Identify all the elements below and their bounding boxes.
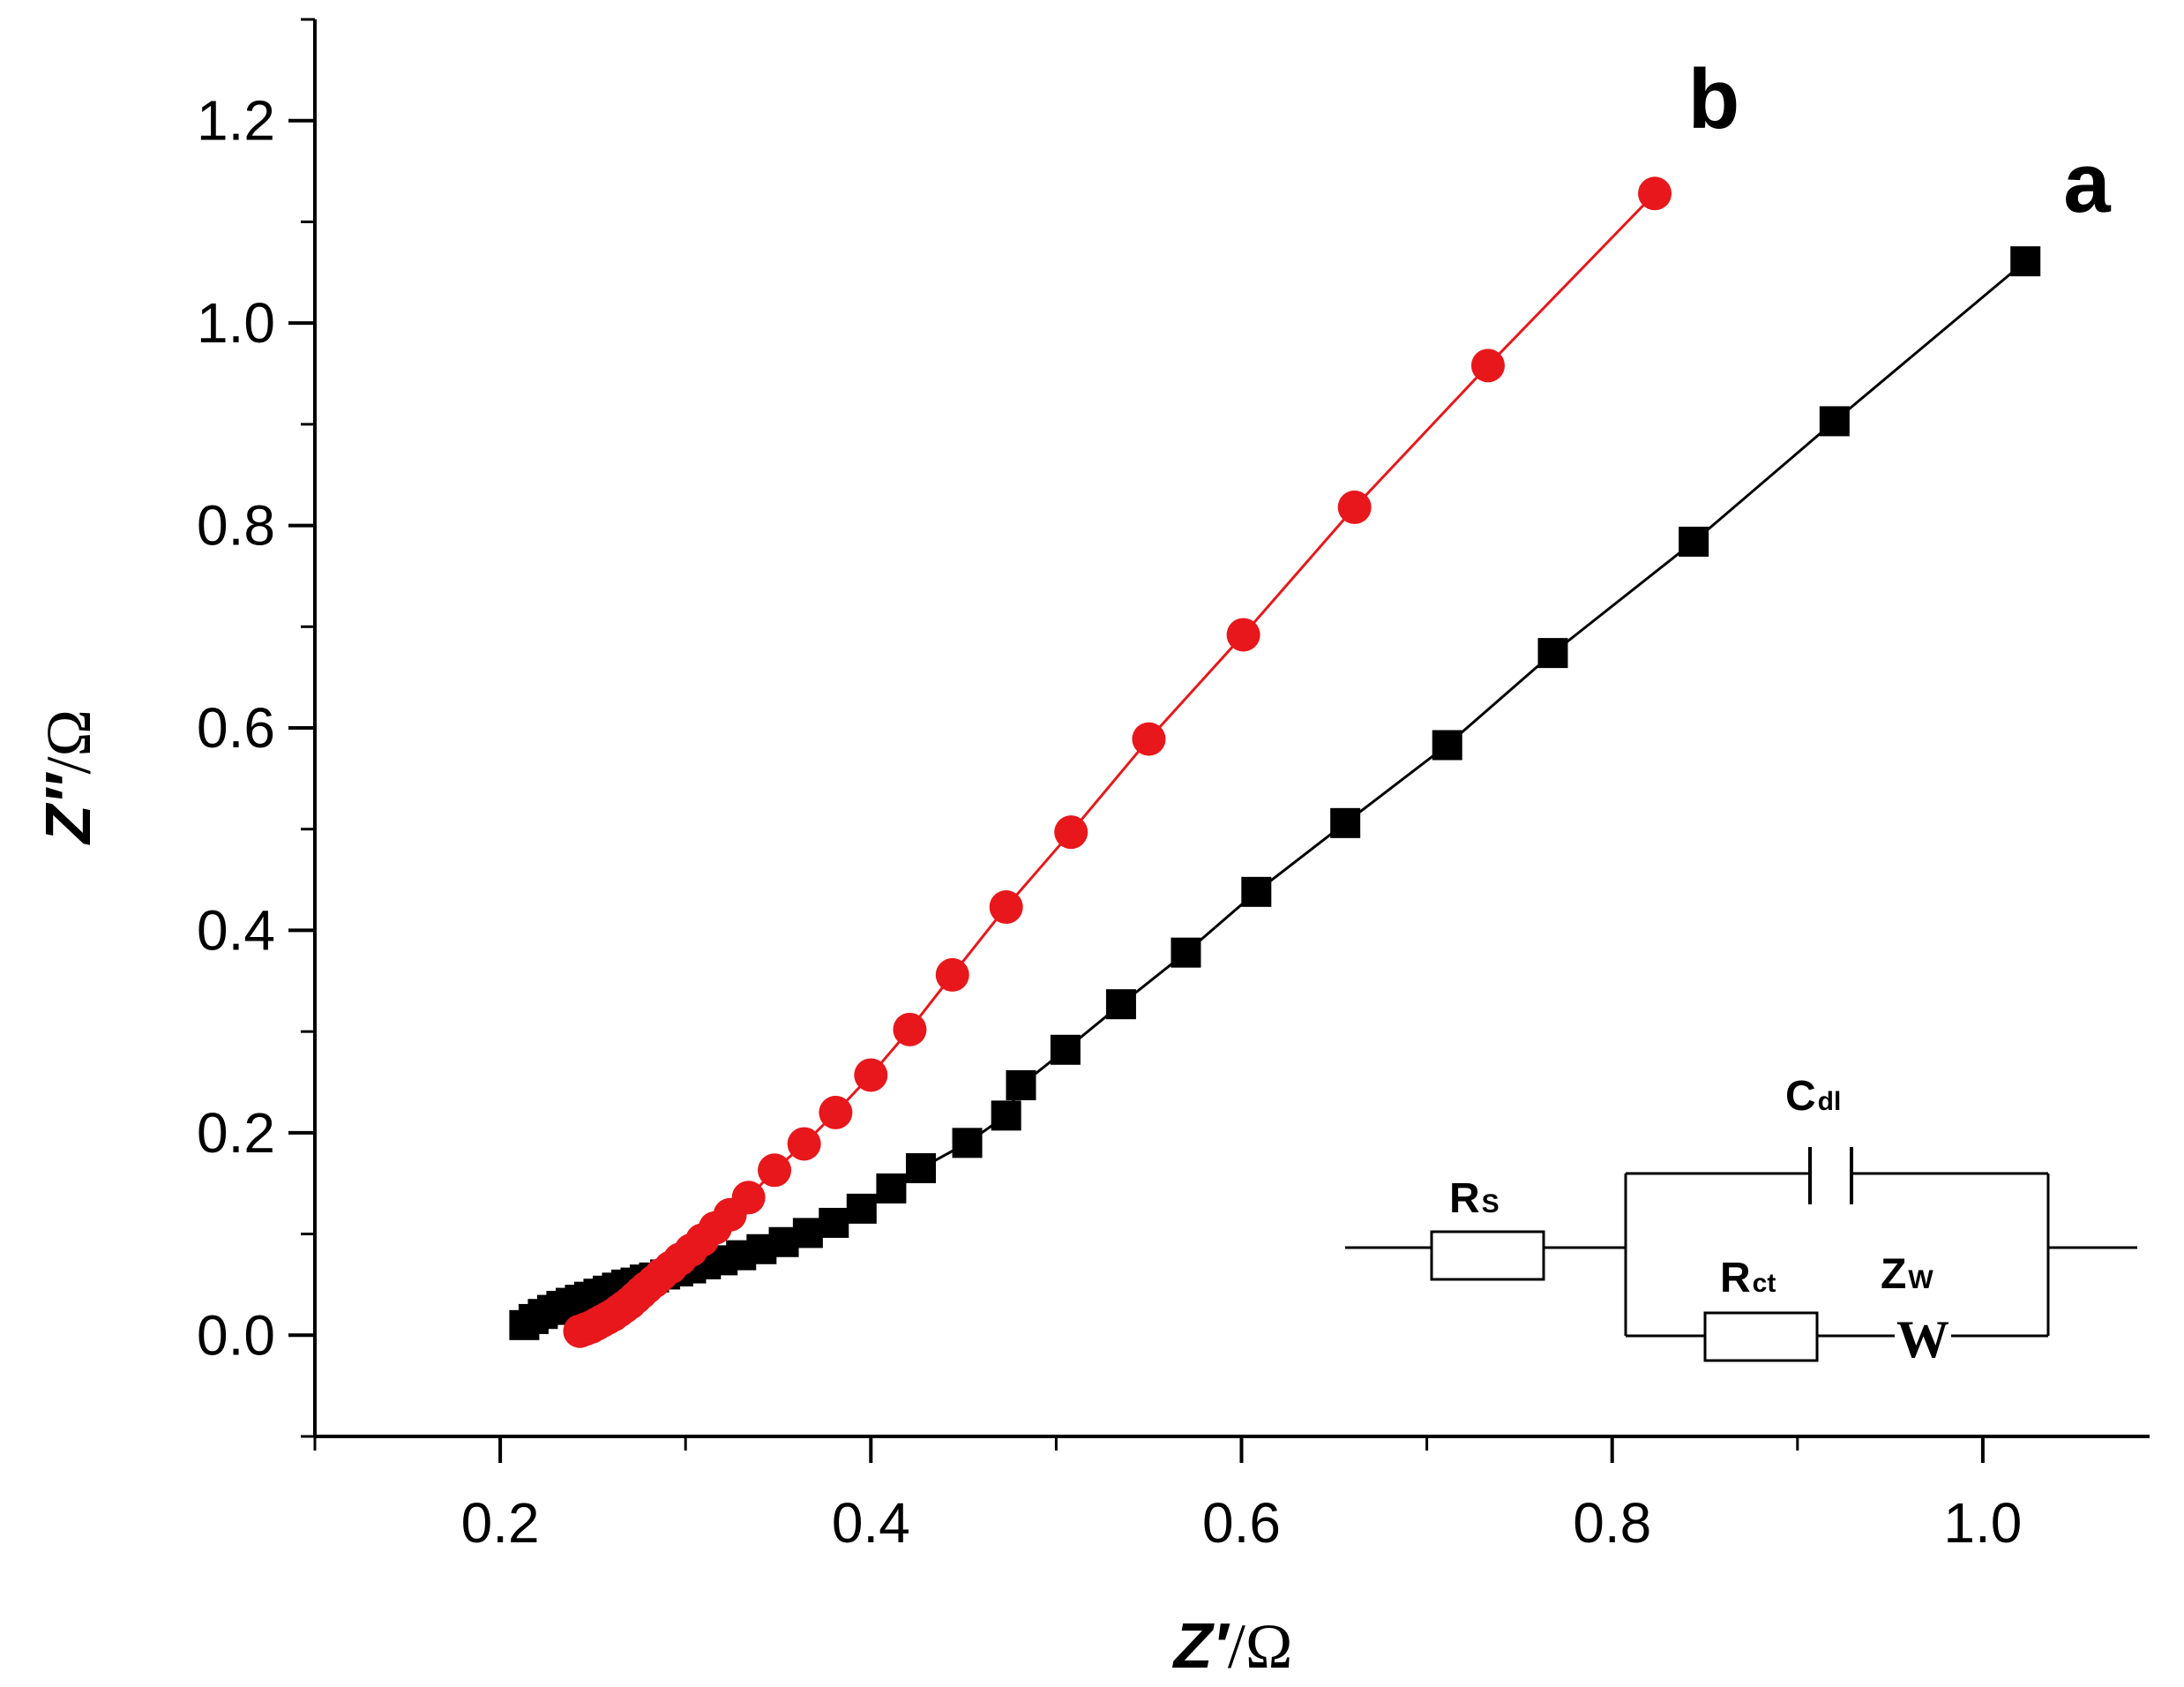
- series-a-point: [1432, 730, 1462, 761]
- series-a-point: [1330, 807, 1361, 838]
- y-tick-label: 0.6: [197, 696, 275, 760]
- cdl-label: Cdl: [1785, 1073, 1841, 1120]
- series-a-point: [1006, 1069, 1036, 1100]
- rs-label: RS: [1449, 1175, 1500, 1222]
- series-markers: [509, 176, 2041, 1348]
- ticks: [288, 18, 1985, 1463]
- series-b-point: [1638, 176, 1672, 211]
- series-a-point: [991, 1100, 1021, 1131]
- y-axis-unit: /Ω: [34, 709, 104, 775]
- series-a-point: [1050, 1034, 1081, 1065]
- y-axis-title: Z″/Ω: [34, 709, 104, 845]
- series-b-point: [989, 890, 1023, 925]
- series-b-point: [1337, 490, 1372, 524]
- tick-labels: 0.2 0.4 0.6 0.8 1.0 0.0 0.2 0.4 0.6 0.8 1.0 1.2: [197, 89, 2022, 1555]
- rs-resistor: [1430, 1230, 1545, 1281]
- rct-label: Rct: [1720, 1255, 1776, 1301]
- series-a-point: [906, 1153, 937, 1184]
- series-b-point: [893, 1012, 927, 1046]
- series-a-point: [846, 1193, 877, 1224]
- x-axis-label: Z′: [1172, 1611, 1230, 1682]
- series-b-point: [854, 1058, 888, 1092]
- y-tick-label: 0.4: [197, 898, 275, 962]
- series-b-point: [1226, 618, 1260, 652]
- y-tick-label: 0.8: [197, 494, 275, 558]
- series-a-point: [792, 1218, 823, 1248]
- equivalent-circuit-inset: [1345, 1147, 2137, 1362]
- series-a-point: [952, 1128, 983, 1158]
- axes: [313, 19, 2150, 1438]
- x-tick-label: 0.6: [1202, 1491, 1281, 1555]
- series-b-label: b: [1688, 52, 1740, 146]
- series-a-point: [1241, 876, 1272, 907]
- y-axis-label: Z″: [34, 771, 104, 845]
- x-tick-label: 0.8: [1573, 1491, 1651, 1555]
- x-axis-unit: /Ω: [1228, 1611, 1293, 1682]
- zw-label: ZW: [1881, 1251, 1933, 1298]
- series-a-point: [819, 1207, 849, 1238]
- series-b-point: [1132, 722, 1166, 756]
- series-a-label: a: [2063, 136, 2111, 230]
- x-tick-label: 1.0: [1943, 1491, 2022, 1555]
- warburg-element: W: [1896, 1310, 1949, 1368]
- rct-resistor: [1703, 1311, 1819, 1362]
- series-a-point: [1537, 638, 1568, 669]
- series-a-point: [1105, 989, 1136, 1020]
- x-tick-label: 0.4: [832, 1491, 910, 1555]
- series-a-point: [1819, 406, 1850, 437]
- series-b-point: [1470, 349, 1505, 383]
- series-b-point: [758, 1153, 792, 1188]
- series-b-point: [1054, 815, 1088, 850]
- series-b-point: [935, 957, 969, 992]
- series-lines: [523, 192, 2027, 1333]
- series-b-point: [819, 1095, 853, 1129]
- x-tick-label: 0.2: [461, 1491, 540, 1555]
- series-b-point: [731, 1181, 766, 1215]
- series-a-line: [523, 260, 2027, 1327]
- series-b-point: [787, 1127, 821, 1161]
- y-tick-label: 1.0: [197, 291, 275, 355]
- series-a-point: [1171, 937, 1201, 968]
- series-a-point: [876, 1173, 907, 1203]
- y-tick-label: 0.0: [197, 1303, 275, 1367]
- series-a-point: [2010, 246, 2041, 277]
- series-a-point: [1679, 526, 1709, 557]
- y-tick-label: 0.2: [197, 1101, 275, 1165]
- y-tick-label: 1.2: [197, 89, 275, 153]
- x-axis-title: Z′/Ω: [1172, 1611, 1293, 1682]
